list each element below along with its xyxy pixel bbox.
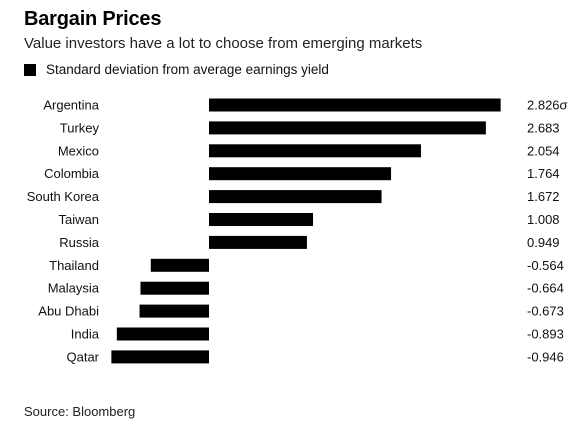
chart-subtitle: Value investors have a lot to choose fro…: [24, 35, 423, 52]
value-label-argentina: 2.826σ: [527, 98, 568, 113]
value-label-qatar: -0.946: [527, 349, 564, 364]
bar-india: [116, 327, 209, 341]
legend: Standard deviation from average earnings…: [24, 62, 329, 77]
bar-taiwan: [209, 213, 314, 226]
value-label-india: -0.893: [527, 327, 564, 342]
category-label-russia: Russia: [59, 235, 100, 250]
value-label-taiwan: 1.008: [527, 212, 560, 227]
value-label-colombia: 1.764: [527, 166, 560, 181]
legend-label: Standard deviation from average earnings…: [46, 62, 329, 77]
value-label-thailand: -0.564: [527, 258, 564, 273]
category-label-qatar: Qatar: [66, 349, 99, 364]
category-label-turkey: Turkey: [60, 120, 100, 135]
value-label-turkey: 2.683: [527, 120, 560, 135]
bar-turkey: [209, 121, 486, 135]
value-label-south-korea: 1.672: [527, 189, 560, 204]
category-label-taiwan: Taiwan: [59, 212, 99, 227]
bar-thailand: [150, 258, 209, 272]
bar-argentina: [209, 98, 501, 112]
category-label-thailand: Thailand: [49, 258, 99, 273]
category-label-colombia: Colombia: [44, 166, 100, 181]
value-label-russia: 0.949: [527, 235, 560, 250]
category-label-argentina: Argentina: [43, 98, 99, 113]
source-note: Source: Bloomberg: [24, 404, 136, 419]
bar-russia: [209, 235, 307, 249]
bar-mexico: [209, 144, 421, 158]
value-label-abu-dhabi: -0.673: [527, 304, 564, 319]
category-label-mexico: Mexico: [58, 143, 99, 158]
bar-colombia: [209, 167, 392, 181]
value-label-mexico: 2.054: [527, 143, 560, 158]
bar-malaysia: [140, 281, 209, 295]
chart-title: Bargain Prices: [24, 8, 162, 30]
category-label-india: India: [71, 327, 100, 342]
bar-south-korea: [209, 190, 382, 204]
bar-abu-dhabi: [139, 304, 209, 318]
category-label-malaysia: Malaysia: [48, 281, 100, 296]
value-label-malaysia: -0.664: [527, 281, 564, 296]
category-label-abu-dhabi: Abu Dhabi: [38, 304, 99, 319]
legend-swatch: [24, 63, 36, 76]
category-label-south-korea: South Korea: [27, 189, 100, 204]
bar-qatar: [111, 350, 209, 364]
